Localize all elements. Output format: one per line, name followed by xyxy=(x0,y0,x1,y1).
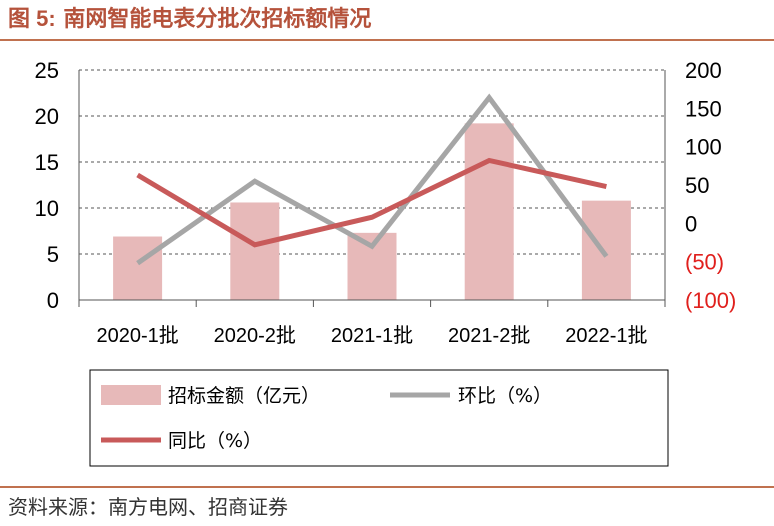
chart: 0 5 10 15 20 25 (100) (50) 0 50 100 150 200 2020-1批… xyxy=(35,58,736,467)
legend-label-ring: 环比（%） xyxy=(458,385,552,407)
legend-swatch-bar xyxy=(101,385,161,405)
category-label: 2020-1批 xyxy=(96,324,178,347)
grid-lines xyxy=(79,69,665,255)
category-label: 2020-2批 xyxy=(214,324,296,347)
right-tick-label: (100) xyxy=(685,288,736,313)
bar xyxy=(464,123,514,300)
figure-title-text: 南网智能电表分批次招标额情况 xyxy=(63,7,372,32)
category-label: 2021-1批 xyxy=(331,324,413,347)
left-tick-label: 15 xyxy=(35,150,59,175)
right-tick-label: 100 xyxy=(685,135,722,160)
left-tick-label: 25 xyxy=(35,58,59,83)
left-tick-label: 20 xyxy=(35,104,59,129)
right-tick-label: 200 xyxy=(685,58,722,83)
left-tick-label: 10 xyxy=(35,196,59,221)
line-series xyxy=(136,93,609,266)
right-axis-ticks: (100) (50) 0 50 100 150 200 xyxy=(685,58,736,313)
figure-title: 图 5: 南网智能电表分批次招标额情况 xyxy=(8,4,371,34)
footer-rule xyxy=(0,486,774,488)
bar xyxy=(230,202,280,300)
bar xyxy=(113,236,163,300)
right-tick-label: 50 xyxy=(685,173,709,198)
legend-label-amount: 招标金额（亿元） xyxy=(168,385,320,407)
bar xyxy=(581,200,631,300)
left-tick-label: 5 xyxy=(47,242,59,267)
left-tick-label: 0 xyxy=(47,288,59,313)
source-note: 资料来源：南方电网、招商证券 xyxy=(8,495,288,519)
header-rule xyxy=(0,39,774,41)
left-axis-ticks: 0 5 10 15 20 25 xyxy=(35,58,59,313)
ring-ratio-line xyxy=(136,93,609,266)
yoy-line xyxy=(136,157,607,248)
category-labels: 2020-1批 2020-2批 2021-1批 2021-2批 2022-1批 xyxy=(96,324,647,347)
axes xyxy=(78,70,666,307)
legend-label-yoy: 同比（%） xyxy=(168,430,262,452)
figure-label: 图 5: xyxy=(8,6,56,31)
bar-series xyxy=(113,123,631,300)
right-tick-label: (50) xyxy=(685,250,724,275)
right-tick-label: 0 xyxy=(685,211,697,236)
legend-box xyxy=(89,369,669,467)
category-label: 2021-2批 xyxy=(448,324,530,347)
right-tick-label: 150 xyxy=(685,96,722,121)
legend: 招标金额（亿元） 环比（%） 同比（%） xyxy=(89,369,669,467)
category-label: 2022-1批 xyxy=(565,324,647,347)
